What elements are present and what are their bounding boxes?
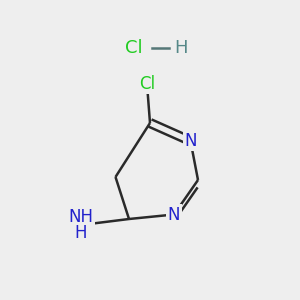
Text: N: N	[184, 132, 197, 150]
Text: NH: NH	[68, 208, 94, 226]
Text: N: N	[168, 206, 180, 224]
Text: H: H	[75, 224, 87, 242]
Text: Cl: Cl	[139, 75, 155, 93]
Text: Cl: Cl	[125, 39, 142, 57]
Text: H: H	[175, 39, 188, 57]
